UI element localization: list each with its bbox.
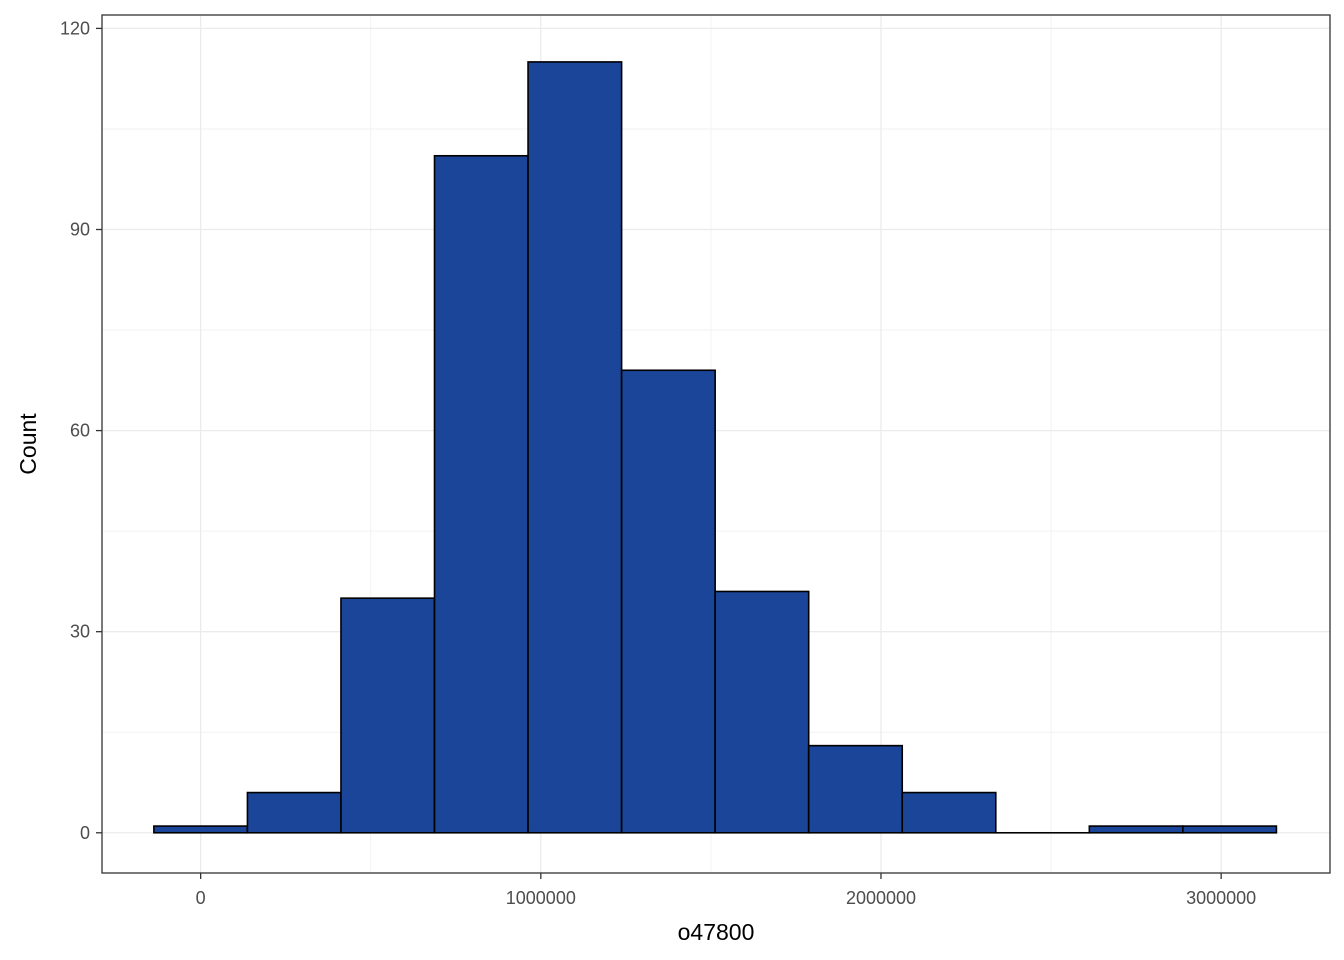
y-tick-label: 60 xyxy=(70,421,90,441)
histogram-bar xyxy=(246,791,342,834)
x-tick-label: 0 xyxy=(196,888,206,908)
ticks-layer: 0 1000000 2000000 3000000 0 30 60 90 120 xyxy=(60,18,1256,908)
histogram-bar xyxy=(714,590,810,834)
y-tick-label: 90 xyxy=(70,220,90,240)
bars-layer xyxy=(153,61,1278,834)
histogram-bar xyxy=(901,791,997,834)
y-axis-title: Count xyxy=(15,413,41,475)
histogram-bar xyxy=(527,61,623,834)
histogram-bar xyxy=(620,369,716,834)
y-tick-label: 120 xyxy=(60,18,90,38)
x-tick-label: 3000000 xyxy=(1186,888,1256,908)
histogram-bar xyxy=(433,154,529,834)
histogram-bar xyxy=(153,825,249,834)
histogram-bar xyxy=(807,744,904,834)
histogram-bar xyxy=(1182,825,1278,834)
histogram-bar xyxy=(1088,825,1184,834)
y-tick-label: 0 xyxy=(80,823,90,843)
x-tick-label: 2000000 xyxy=(846,888,916,908)
x-axis-title: o47800 xyxy=(678,919,755,945)
x-tick-label: 1000000 xyxy=(506,888,576,908)
y-tick-label: 30 xyxy=(70,622,90,642)
histogram-bar xyxy=(340,597,436,834)
panel-border xyxy=(101,14,1331,874)
